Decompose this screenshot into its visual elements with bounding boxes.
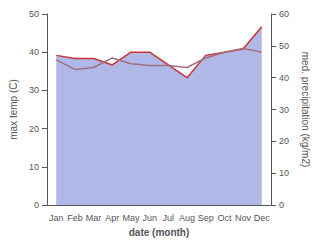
svg-text:30: 30 bbox=[279, 105, 289, 115]
svg-text:May: May bbox=[122, 213, 140, 223]
svg-text:10: 10 bbox=[279, 168, 289, 178]
svg-text:0: 0 bbox=[34, 200, 39, 210]
svg-text:0: 0 bbox=[279, 200, 284, 210]
svg-text:Feb: Feb bbox=[67, 213, 83, 223]
svg-text:20: 20 bbox=[29, 124, 39, 134]
svg-text:40: 40 bbox=[29, 47, 39, 57]
svg-text:Mar: Mar bbox=[86, 213, 102, 223]
svg-text:Jun: Jun bbox=[142, 213, 157, 223]
svg-text:30: 30 bbox=[29, 85, 39, 95]
svg-text:40: 40 bbox=[279, 73, 289, 83]
svg-text:med. precipitation (kg/m2): med. precipitation (kg/m2) bbox=[300, 52, 311, 168]
svg-text:50: 50 bbox=[279, 41, 289, 51]
svg-text:Nov: Nov bbox=[235, 213, 252, 223]
svg-text:10: 10 bbox=[29, 162, 39, 172]
svg-text:Aug: Aug bbox=[179, 213, 195, 223]
svg-text:Apr: Apr bbox=[105, 213, 119, 223]
svg-text:Oct: Oct bbox=[217, 213, 232, 223]
svg-text:Jan: Jan bbox=[49, 213, 64, 223]
svg-text:Jul: Jul bbox=[163, 213, 175, 223]
svg-text:60: 60 bbox=[279, 9, 289, 19]
svg-text:date (month): date (month) bbox=[129, 227, 190, 238]
svg-text:50: 50 bbox=[29, 9, 39, 19]
svg-text:Sep: Sep bbox=[198, 213, 214, 223]
svg-text:max temp (C): max temp (C) bbox=[8, 79, 19, 140]
svg-text:Dec: Dec bbox=[254, 213, 271, 223]
svg-text:20: 20 bbox=[279, 136, 289, 146]
